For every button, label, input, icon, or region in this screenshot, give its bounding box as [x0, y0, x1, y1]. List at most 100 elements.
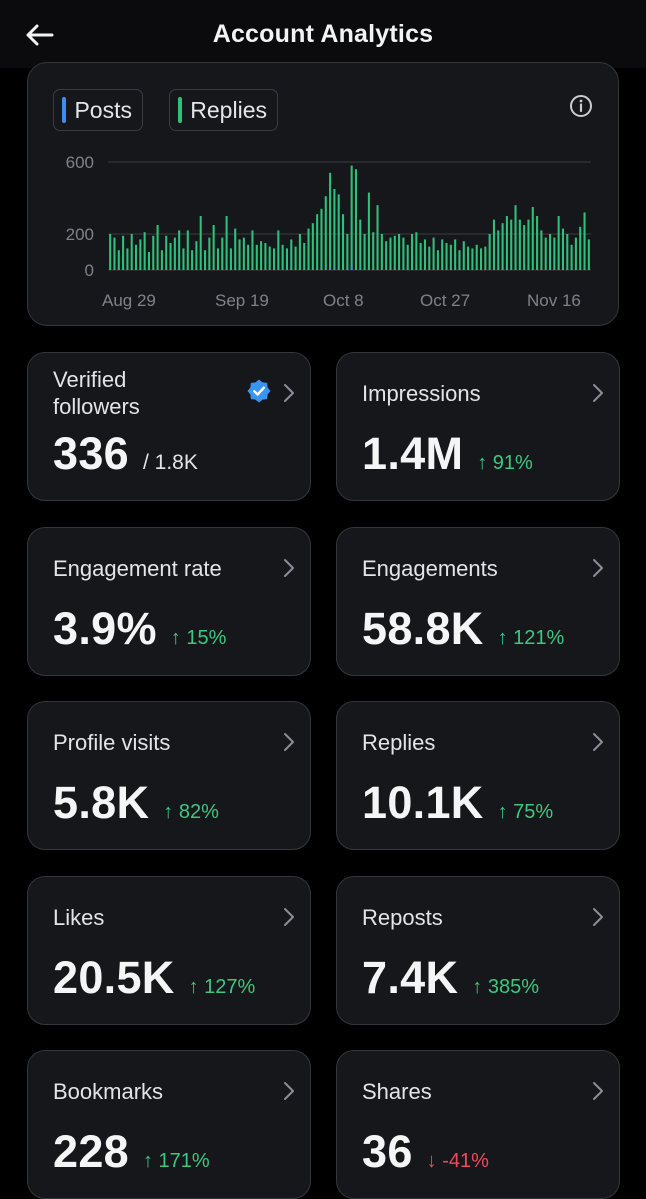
replies-bar	[449, 244, 452, 270]
chevron-right-icon	[593, 733, 603, 751]
replies-bar	[173, 237, 176, 270]
y-tick-label: 200	[66, 225, 94, 244]
stat-card-engagement-rate[interactable]: Engagement rate 3.9% ↑ 15%	[27, 527, 311, 676]
stat-change: ↑ 91%	[477, 452, 533, 474]
replies-bar	[277, 230, 280, 270]
stat-change: ↑ 121%	[497, 627, 565, 649]
replies-bar	[484, 246, 487, 270]
stat-value-row: 7.4K ↑ 385%	[362, 952, 539, 1004]
replies-bar	[393, 235, 396, 270]
x-tick-label: Oct 8	[323, 291, 364, 310]
stat-card-bookmarks[interactable]: Bookmarks 228 ↑ 171%	[27, 1050, 311, 1199]
replies-bar	[238, 239, 241, 270]
y-tick-label: 0	[85, 261, 94, 280]
stat-card-impressions[interactable]: Impressions 1.4M ↑ 91%	[336, 352, 620, 501]
chevron-right-icon	[593, 1082, 603, 1100]
stat-card-shares[interactable]: Shares 36 ↓ -41%	[336, 1050, 620, 1199]
replies-bar	[255, 244, 258, 270]
arrow-left-icon	[26, 24, 54, 46]
replies-bar	[385, 241, 388, 270]
stat-card-likes[interactable]: Likes 20.5K ↑ 127%	[27, 876, 311, 1025]
replies-bar	[557, 216, 560, 270]
replies-bar	[169, 243, 172, 270]
stat-card-profile-visits[interactable]: Profile visits 5.8K ↑ 82%	[27, 701, 311, 850]
verified-badge-icon	[247, 379, 271, 403]
replies-bar	[492, 219, 495, 270]
y-tick-label: 600	[66, 153, 94, 172]
stat-value-row: 10.1K ↑ 75%	[362, 777, 553, 829]
replies-bar	[186, 230, 189, 270]
replies-bar	[303, 243, 306, 270]
stat-card-engagements[interactable]: Engagements 58.8K ↑ 121%	[336, 527, 620, 676]
replies-bar	[264, 243, 267, 270]
replies-bar	[570, 244, 573, 270]
legend-posts[interactable]: Posts	[53, 89, 143, 131]
legend-replies[interactable]: Replies	[169, 89, 278, 131]
replies-bar	[204, 250, 207, 270]
replies-bar	[294, 246, 297, 270]
replies-bar	[212, 225, 215, 270]
replies-bar	[311, 223, 314, 270]
replies-bar	[536, 216, 539, 270]
activity-chart-card: Posts Replies 600 200 0 Aug 29 Sep 19 Oct 8 Oc…	[27, 62, 619, 326]
replies-bar	[497, 230, 500, 270]
chevron-right-icon	[284, 384, 294, 402]
stat-label: Impressions	[362, 381, 481, 406]
stat-value: 10.1K	[362, 777, 484, 828]
replies-bar	[574, 237, 577, 270]
replies-bar	[221, 237, 224, 270]
stat-label: Likes	[53, 905, 105, 930]
chevron-right-icon	[284, 733, 294, 751]
chevron-right-icon	[593, 384, 603, 402]
replies-bar	[324, 196, 327, 270]
info-icon[interactable]	[569, 94, 593, 118]
stat-label: Engagement rate	[53, 556, 222, 581]
replies-bar	[346, 234, 349, 270]
replies-bar	[462, 241, 465, 270]
replies-bar	[501, 223, 504, 270]
replies-bar	[350, 165, 353, 270]
replies-bar	[147, 252, 150, 270]
replies-bar	[553, 237, 556, 270]
replies-bar	[544, 237, 547, 270]
posts-bar	[329, 268, 332, 270]
stat-value-row: 1.4M ↑ 91%	[362, 428, 533, 480]
stat-value: 36	[362, 1126, 413, 1177]
replies-bar	[389, 237, 392, 270]
replies-bar	[139, 239, 142, 270]
replies-bar	[247, 244, 250, 270]
replies-bar	[428, 246, 431, 270]
stat-value-row: 36 ↓ -41%	[362, 1126, 489, 1178]
stat-total: / 1.8K	[142, 451, 198, 474]
replies-bar	[445, 243, 448, 270]
replies-bar	[117, 250, 120, 270]
replies-bar	[505, 216, 508, 270]
replies-bar	[531, 207, 534, 270]
stat-card-replies[interactable]: Replies 10.1K ↑ 75%	[336, 701, 620, 850]
stat-card-verified-followers[interactable]: Verified followers 336 / 1.8K	[27, 352, 311, 501]
replies-bar	[285, 248, 288, 270]
replies-bar	[423, 239, 426, 270]
replies-bar	[527, 219, 530, 270]
replies-bar	[156, 225, 159, 270]
replies-bar	[380, 234, 383, 270]
stat-value: 228	[53, 1126, 129, 1177]
replies-bar	[514, 205, 517, 270]
replies-bar	[587, 239, 590, 270]
back-button[interactable]	[22, 18, 56, 52]
legend-replies-label: Replies	[190, 96, 267, 123]
posts-bar	[350, 266, 353, 270]
replies-bar	[195, 241, 198, 270]
stat-card-reposts[interactable]: Reposts 7.4K ↑ 385%	[336, 876, 620, 1025]
stat-value-row: 3.9% ↑ 15%	[53, 603, 226, 655]
stat-value: 20.5K	[53, 952, 175, 1003]
replies-bar	[307, 228, 310, 270]
replies-bar	[359, 219, 362, 270]
stat-label: Profile visits	[53, 730, 171, 755]
stat-value: 1.4M	[362, 428, 464, 479]
replies-bar	[488, 234, 491, 270]
replies-bar	[199, 216, 202, 270]
replies-bar	[316, 214, 319, 270]
replies-bar	[122, 235, 125, 270]
replies-swatch	[178, 97, 183, 123]
